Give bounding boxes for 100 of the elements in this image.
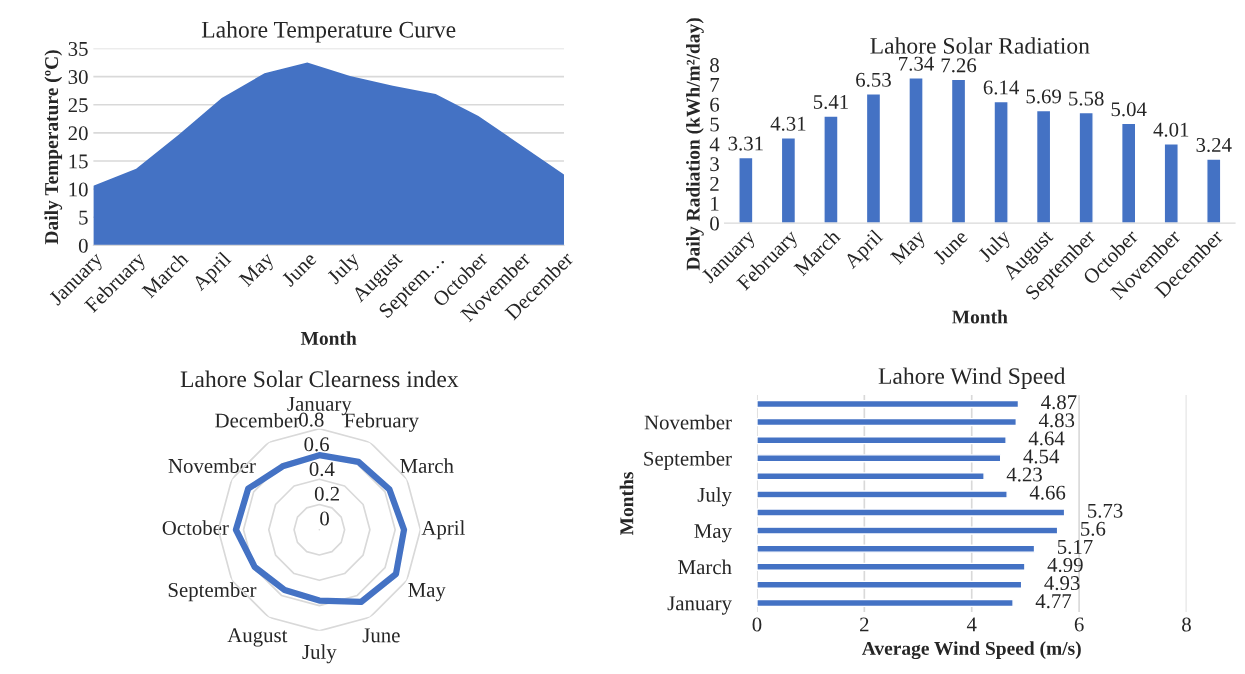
- data-label: 4.87: [1041, 395, 1077, 410]
- y-tick-label: May: [694, 524, 732, 543]
- y-tick-label: March: [678, 559, 732, 575]
- y-tick-label: 2: [710, 176, 719, 191]
- data-label: 5.6: [1081, 521, 1106, 536]
- y-tick-label: 0.4: [309, 462, 335, 477]
- data-label: 4.93: [1044, 576, 1080, 591]
- bar: [756, 454, 1002, 463]
- bar: [756, 580, 1023, 589]
- x-tick-label: May: [889, 228, 930, 268]
- y-tick-label: 6: [710, 97, 720, 112]
- data-label: 3.31: [728, 136, 763, 151]
- y-axis-title: Months: [619, 472, 634, 536]
- y-tick-label: 7: [710, 78, 720, 92]
- x-tick-label: May: [238, 250, 278, 291]
- y-tick-label: 4: [709, 137, 720, 152]
- bar: [1206, 158, 1222, 224]
- chart-title: Lahore Temperature Curve: [201, 21, 456, 43]
- data-label: 4.23: [1006, 467, 1042, 482]
- data-label: 4.66: [1029, 485, 1066, 500]
- x-tick-label: 0: [752, 617, 762, 632]
- spoke-label: April: [421, 520, 465, 540]
- spoke-label: September: [168, 582, 257, 602]
- bar: [756, 490, 1008, 499]
- bar: [756, 598, 1014, 608]
- x-axis-title: Month: [952, 309, 1008, 324]
- data-label: 5.04: [1111, 102, 1147, 117]
- bar: [756, 436, 1007, 445]
- bar: [1120, 122, 1137, 224]
- bar: [756, 417, 1017, 427]
- spoke-label: June: [362, 628, 400, 643]
- bar: [756, 472, 985, 481]
- chart-title: Lahore Wind Speed: [878, 367, 1066, 389]
- data-label: 4.77: [1035, 594, 1072, 609]
- x-tick-label: 6: [1074, 617, 1084, 632]
- spoke-label: October: [162, 520, 229, 535]
- data-label: 5.58: [1069, 91, 1104, 106]
- bar: [756, 544, 1036, 553]
- y-tick-label: 20: [68, 126, 88, 141]
- data-label: 5.69: [1026, 89, 1061, 104]
- data-label: 4.31: [770, 116, 806, 131]
- x-tick-label: 2: [860, 617, 869, 632]
- bar: [993, 100, 1009, 224]
- bar: [756, 526, 1059, 535]
- bar: [1035, 109, 1052, 224]
- chart-title: Lahore Solar Radiation: [870, 37, 1090, 54]
- y-tick-label: 5: [79, 210, 88, 225]
- data-label: 6.53: [856, 72, 891, 87]
- y-tick-label: 35: [68, 41, 88, 56]
- bar: [738, 156, 754, 224]
- data-label: 4.99: [1047, 557, 1083, 573]
- bar: [1163, 143, 1179, 224]
- y-axis-title: Daily Radiation (kWh/m²/day): [686, 18, 704, 271]
- data-label: 4.54: [1023, 449, 1060, 464]
- y-tick-label: 25: [68, 98, 88, 113]
- y-tick-label: 8: [710, 58, 719, 73]
- bar: [756, 562, 1026, 571]
- x-tick-label: June: [281, 251, 318, 288]
- bar: [1078, 111, 1094, 224]
- data-label: 4.64: [1028, 431, 1065, 446]
- data-label: 5.17: [1057, 539, 1093, 554]
- data-label: 4.01: [1153, 122, 1189, 137]
- y-tick-label: 30: [68, 70, 88, 85]
- y-tick-label: 1: [711, 196, 719, 211]
- bar: [756, 508, 1066, 517]
- y-tick-label: November: [644, 414, 732, 430]
- x-tick-label: 4: [966, 617, 977, 632]
- bar: [780, 137, 797, 224]
- spoke-label: March: [400, 458, 454, 473]
- bar: [756, 399, 1020, 409]
- y-axis-title: Daily Temperature (ºC): [44, 50, 63, 245]
- y-tick-label: 5: [710, 117, 719, 132]
- x-axis-title: Average Wind Speed (m/s): [861, 641, 1081, 660]
- y-tick-label: 0.2: [314, 486, 339, 501]
- y-tick-label: 0: [710, 216, 719, 231]
- data-label: 6.14: [983, 80, 1019, 95]
- x-tick-label: June: [932, 229, 969, 266]
- y-tick-label: 0.6: [304, 437, 329, 452]
- data-label: 5.41: [813, 95, 848, 110]
- bar: [823, 115, 839, 224]
- data-label: 7.34: [899, 56, 934, 71]
- spoke-label: November: [168, 458, 256, 473]
- spoke-label: May: [408, 583, 446, 602]
- y-tick-label: July: [697, 487, 732, 507]
- bar: [908, 77, 924, 224]
- x-axis-title: Month: [300, 331, 357, 345]
- y-tick-label: January: [667, 596, 732, 615]
- bar: [865, 93, 882, 224]
- data-label: 5.73: [1088, 503, 1123, 518]
- data-label: 3.24: [1196, 137, 1232, 153]
- x-tick-label: 8: [1182, 617, 1191, 632]
- data-label: 4.83: [1038, 413, 1075, 428]
- y-tick-label: 3: [710, 157, 719, 172]
- y-tick-label: 15: [69, 154, 88, 169]
- y-tick-label: 10: [69, 182, 88, 197]
- bar: [950, 78, 967, 224]
- y-tick-label: September: [644, 451, 732, 470]
- chart-title: Lahore Solar Clearness index: [180, 370, 459, 388]
- y-tick-label: 0: [320, 511, 329, 526]
- data-label: 7.26: [941, 58, 977, 73]
